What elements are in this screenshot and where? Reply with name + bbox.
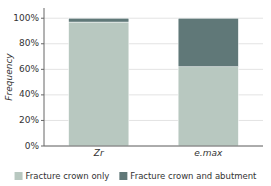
- legend-item: Fracture crown and abutment: [119, 171, 257, 181]
- bar: [178, 18, 238, 67]
- bar: [69, 18, 129, 22]
- x-axis-line: [44, 146, 263, 147]
- legend-swatch: [15, 172, 23, 180]
- category-label: e.max: [194, 148, 223, 158]
- legend-item: Fracture crown only: [15, 171, 110, 181]
- legend-label: Fracture crown and abutment: [130, 171, 257, 181]
- x-axis: Zr e.max: [44, 146, 263, 158]
- bar: [178, 67, 238, 146]
- legend: Fracture crown only Fracture crown and ab…: [15, 171, 258, 181]
- bar: [69, 22, 129, 146]
- tick-label: 100%: [13, 13, 39, 23]
- tick-label: 80%: [19, 38, 39, 48]
- tick-label: 0%: [25, 141, 40, 151]
- tick-label: 60%: [19, 64, 39, 74]
- y-axis-label: Frequency: [4, 53, 14, 101]
- bars: [69, 18, 239, 146]
- legend-swatch: [119, 172, 127, 180]
- tick-label: 40%: [19, 89, 39, 99]
- grid: [44, 18, 263, 146]
- y-axis-line: [44, 8, 45, 146]
- y-axis: 0% 20% 40% 60% 80% 100%: [13, 8, 44, 151]
- legend-label: Fracture crown only: [26, 171, 110, 181]
- tick-label: 20%: [19, 115, 39, 125]
- chart: 0% 20% 40% 60% 80% 100% Zr e.max Frequency Fractu…: [0, 0, 271, 186]
- category-label: Zr: [93, 148, 105, 158]
- grid-line: [44, 146, 263, 147]
